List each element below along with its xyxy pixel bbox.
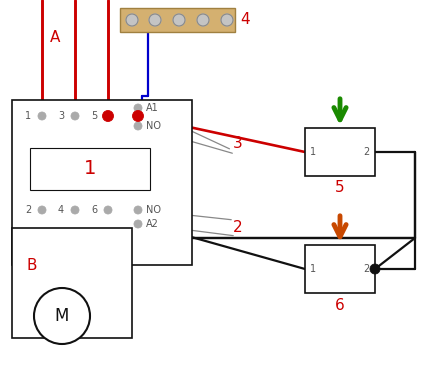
Text: NO: NO: [146, 205, 161, 215]
Text: 2: 2: [233, 221, 243, 235]
Bar: [120, 8, 235, 32]
Bar: [305, 245, 375, 293]
Circle shape: [197, 14, 209, 26]
Circle shape: [221, 14, 233, 26]
Text: 1: 1: [310, 264, 316, 274]
Text: 1: 1: [84, 160, 96, 179]
Circle shape: [71, 112, 79, 120]
Circle shape: [197, 14, 209, 26]
Text: 5: 5: [91, 111, 97, 121]
Bar: [12, 100, 192, 265]
Text: A1: A1: [146, 103, 159, 113]
Text: A: A: [50, 31, 60, 45]
Text: M: M: [55, 307, 69, 325]
Text: 1: 1: [310, 147, 316, 157]
Text: 2: 2: [25, 205, 31, 215]
Circle shape: [126, 14, 138, 26]
Circle shape: [173, 14, 185, 26]
Circle shape: [38, 206, 46, 214]
Circle shape: [173, 14, 185, 26]
Circle shape: [132, 110, 144, 122]
Circle shape: [134, 206, 142, 214]
Text: 6: 6: [91, 205, 97, 215]
Text: 2: 2: [364, 147, 370, 157]
Text: B: B: [27, 259, 37, 273]
Text: 6: 6: [335, 298, 345, 312]
Circle shape: [149, 14, 161, 26]
Text: 4: 4: [240, 13, 250, 28]
Circle shape: [134, 122, 142, 130]
Bar: [30, 148, 150, 190]
Text: 4: 4: [58, 205, 64, 215]
Text: A2: A2: [146, 219, 159, 229]
Circle shape: [134, 104, 142, 112]
Bar: [12, 228, 132, 338]
Circle shape: [370, 264, 380, 274]
Text: 5: 5: [335, 180, 345, 196]
Circle shape: [34, 288, 90, 344]
Circle shape: [149, 14, 161, 26]
Circle shape: [134, 220, 142, 228]
Circle shape: [221, 14, 233, 26]
Circle shape: [38, 112, 46, 120]
Circle shape: [102, 110, 114, 122]
Circle shape: [104, 112, 112, 120]
Circle shape: [71, 206, 79, 214]
Text: 1: 1: [25, 111, 31, 121]
Text: 2: 2: [364, 264, 370, 274]
Bar: [305, 128, 375, 176]
Text: 3: 3: [233, 137, 243, 151]
Circle shape: [104, 206, 112, 214]
Text: 3: 3: [58, 111, 64, 121]
Text: NO: NO: [146, 121, 161, 131]
Circle shape: [126, 14, 138, 26]
